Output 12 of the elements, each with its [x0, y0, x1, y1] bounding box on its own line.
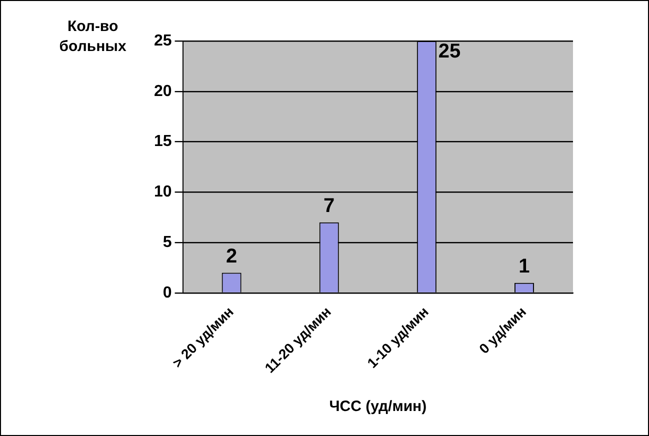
data-label: 7 — [324, 194, 335, 217]
x-axis-title: ЧСС (уд/мин) — [329, 398, 427, 416]
y-tick-label: 10 — [154, 184, 172, 201]
y-tick-label: 25 — [154, 32, 172, 50]
y-tick-label: 15 — [154, 133, 172, 150]
y-tick-label: 20 — [154, 82, 172, 100]
y-tick-label: 0 — [162, 284, 172, 302]
y-axis-title: Кол-во больных — [59, 18, 127, 55]
data-label: 25 — [438, 40, 461, 63]
y-tick-label: 5 — [162, 234, 172, 251]
data-label: 1 — [518, 255, 530, 278]
data-label: 2 — [226, 245, 238, 268]
